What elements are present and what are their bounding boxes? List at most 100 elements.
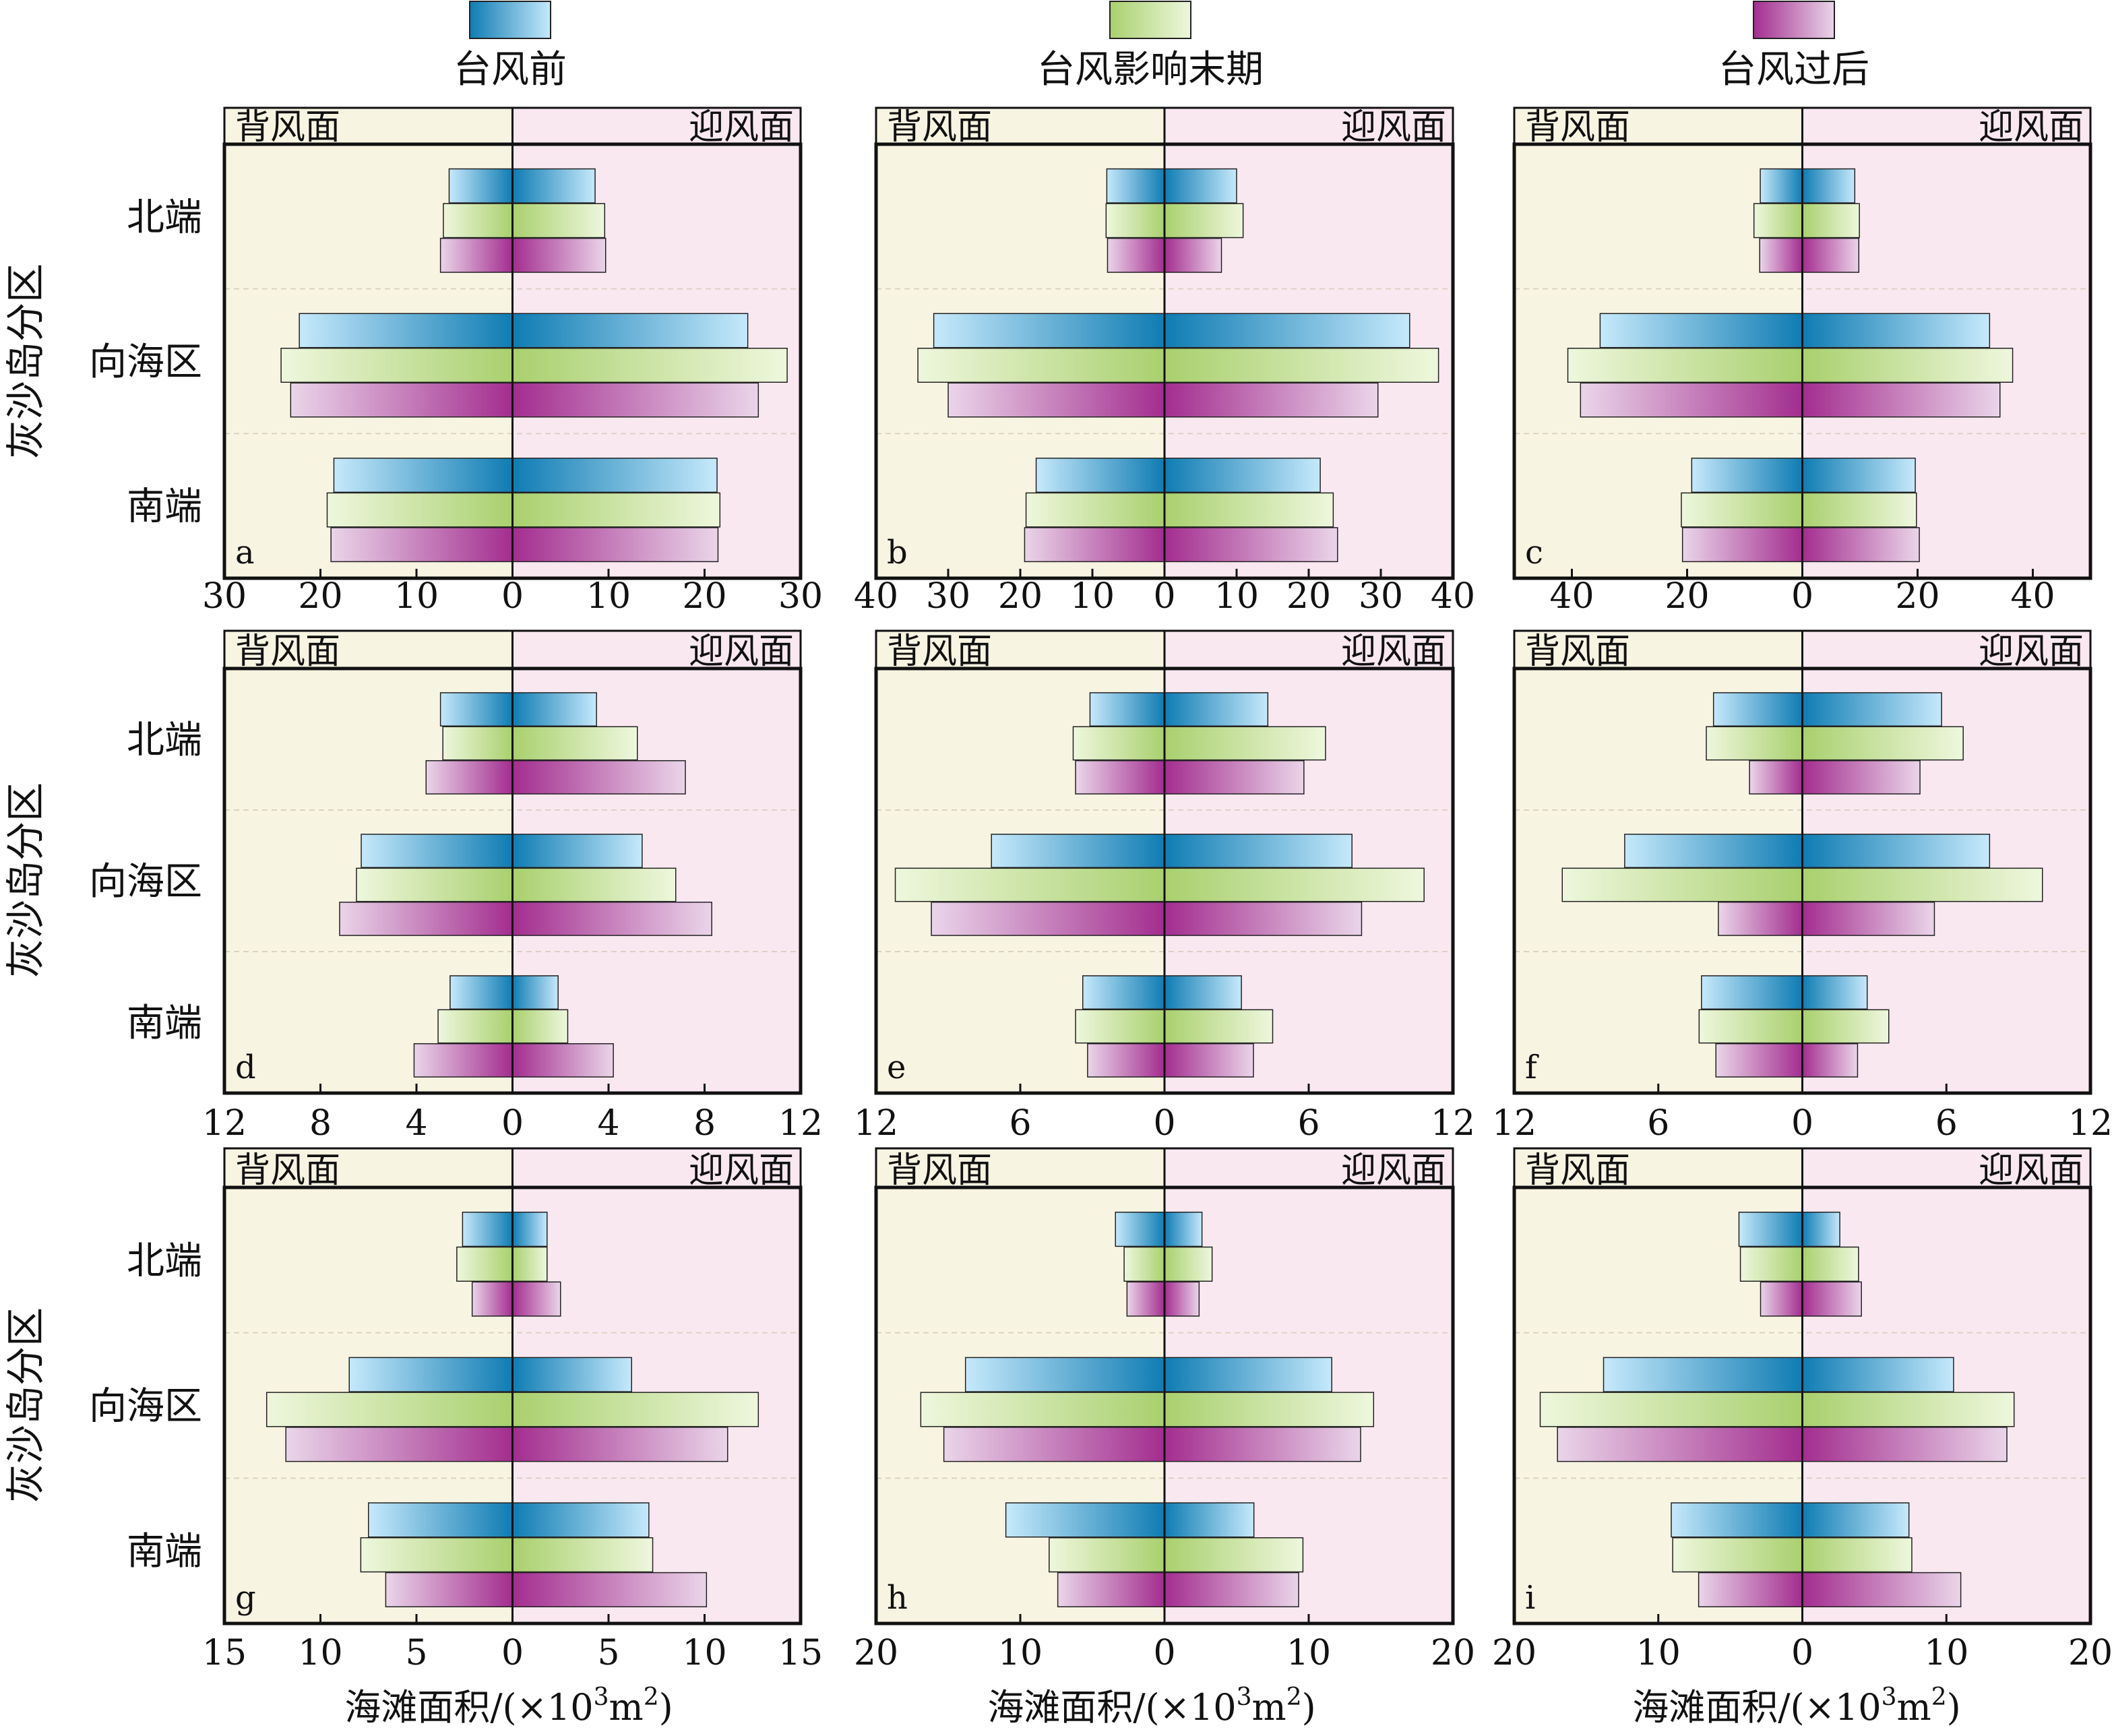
bar-windward-after	[1801, 1281, 1862, 1317]
bar-windward-before	[1801, 1502, 1910, 1538]
bar-windward-late	[1164, 203, 1244, 239]
legend-label-before: 台风前	[454, 48, 567, 92]
bar-windward-late	[511, 1537, 654, 1573]
legend-label-after: 台风过后	[1718, 48, 1869, 92]
leeward-label: 背风面	[235, 1150, 340, 1191]
panel-f: 背风面 迎风面 f 12 6 0 6 12	[1492, 629, 2112, 1144]
bar-leeward-before	[1738, 1211, 1803, 1247]
leeward-label: 背风面	[887, 107, 992, 148]
x-tick-label: 0	[1153, 1103, 1175, 1144]
bar-windward-late	[511, 203, 606, 239]
category-label: 北端	[127, 195, 202, 239]
bar-leeward-late	[360, 1537, 514, 1573]
bar-leeward-late	[1049, 1537, 1165, 1573]
bar-leeward-late	[1123, 1246, 1165, 1282]
bar-windward-late	[1801, 348, 2014, 383]
bar-windward-late	[1801, 726, 1964, 761]
row-axis-label: 灰沙岛分区	[3, 264, 49, 459]
bar-windward-after	[1801, 901, 1935, 936]
bar-windward-after	[1801, 1427, 2008, 1462]
x-tick-label: 30	[926, 576, 970, 617]
bar-windward-after	[1801, 1043, 1859, 1078]
x-tick-label: 0	[1153, 1633, 1175, 1673]
bar-leeward-after	[290, 382, 514, 418]
x-tick-label: 12	[1492, 1103, 1536, 1144]
bar-windward-before	[1801, 313, 1991, 348]
windward-label: 迎风面	[689, 631, 794, 672]
x-tick-label: 12	[1431, 1103, 1475, 1144]
bar-leeward-after	[1024, 527, 1165, 563]
bar-leeward-late	[1706, 726, 1803, 761]
bar-leeward-after	[1557, 1427, 1803, 1462]
bar-windward-before	[1164, 975, 1242, 1010]
bar-windward-late	[1164, 1246, 1213, 1282]
bar-windward-late	[1164, 1392, 1375, 1427]
windward-label: 迎风面	[1341, 631, 1446, 672]
x-tick-label: 6	[1297, 1103, 1319, 1144]
bar-leeward-before	[1106, 168, 1165, 204]
bar-windward-late	[511, 726, 638, 761]
x-tick-label: 30	[202, 576, 247, 617]
x-tick-label: 20	[1431, 1633, 1475, 1673]
bar-windward-before	[511, 458, 718, 493]
x-axis-label: 海滩面积/(×103m2)	[344, 1683, 673, 1729]
category-label: 北端	[127, 1239, 202, 1283]
bar-windward-before	[511, 1502, 650, 1538]
bar-windward-after	[1801, 1572, 1962, 1608]
x-tick-label: 10	[1924, 1633, 1968, 1673]
bar-windward-late	[1801, 1537, 1913, 1573]
row-axis-label: 灰沙岛分区	[3, 782, 49, 978]
x-tick-label: 20	[854, 1633, 898, 1673]
bar-windward-late	[511, 867, 677, 902]
bar-windward-after	[511, 382, 759, 418]
x-tick-label: 10	[1214, 576, 1259, 617]
bar-windward-late	[1801, 867, 2043, 902]
bar-windward-after	[511, 237, 607, 273]
x-tick-label: 4	[597, 1103, 619, 1144]
bar-leeward-before	[1089, 692, 1165, 727]
bar-leeward-after	[439, 237, 514, 273]
bar-leeward-before	[1603, 1357, 1803, 1392]
bar-windward-before	[1164, 168, 1237, 204]
bar-leeward-late	[442, 726, 514, 761]
panel-e: 背风面 迎风面 e 12 6 0 6 12	[854, 629, 1475, 1144]
legend-label-late: 台风影响末期	[1037, 48, 1264, 92]
bar-leeward-before	[1760, 168, 1803, 204]
panel-letter: d	[235, 1049, 256, 1086]
x-tick-label: 10	[1070, 576, 1115, 617]
x-tick-label: 20	[298, 576, 342, 617]
bar-leeward-before	[1115, 1211, 1165, 1247]
x-axis-label: 海滩面积/(×103m2)	[987, 1683, 1315, 1729]
panel-letter: e	[887, 1049, 906, 1086]
x-tick-label: 40	[854, 576, 898, 617]
category-label: 南端	[127, 485, 202, 529]
bar-leeward-before	[439, 692, 514, 727]
leeward-label: 背风面	[235, 631, 340, 672]
panel-letter: i	[1525, 1579, 1535, 1617]
bar-leeward-after	[1580, 382, 1803, 418]
x-tick-label: 10	[394, 576, 439, 617]
x-tick-label: 30	[778, 576, 823, 617]
x-tick-label: 20	[1665, 576, 1709, 617]
bar-leeward-after	[425, 760, 514, 795]
x-tick-label: 4	[405, 1103, 427, 1144]
bar-windward-after	[511, 1281, 561, 1317]
bar-windward-after	[511, 1572, 708, 1608]
bar-windward-late	[1801, 203, 1860, 239]
bar-windward-before	[511, 834, 643, 869]
x-tick-label: 20	[1492, 1633, 1536, 1673]
leeward-label: 背风面	[1525, 1150, 1630, 1191]
x-tick-label: 10	[1286, 1633, 1331, 1673]
x-tick-label: 6	[1647, 1103, 1669, 1144]
bar-windward-after	[1164, 237, 1222, 273]
bar-windward-after	[1164, 1281, 1200, 1317]
bar-leeward-before	[448, 168, 514, 204]
bar-windward-before	[1164, 1502, 1255, 1538]
bar-windward-after	[511, 1043, 614, 1078]
x-tick-label: 40	[2010, 576, 2055, 617]
bar-leeward-before	[1005, 1502, 1165, 1538]
